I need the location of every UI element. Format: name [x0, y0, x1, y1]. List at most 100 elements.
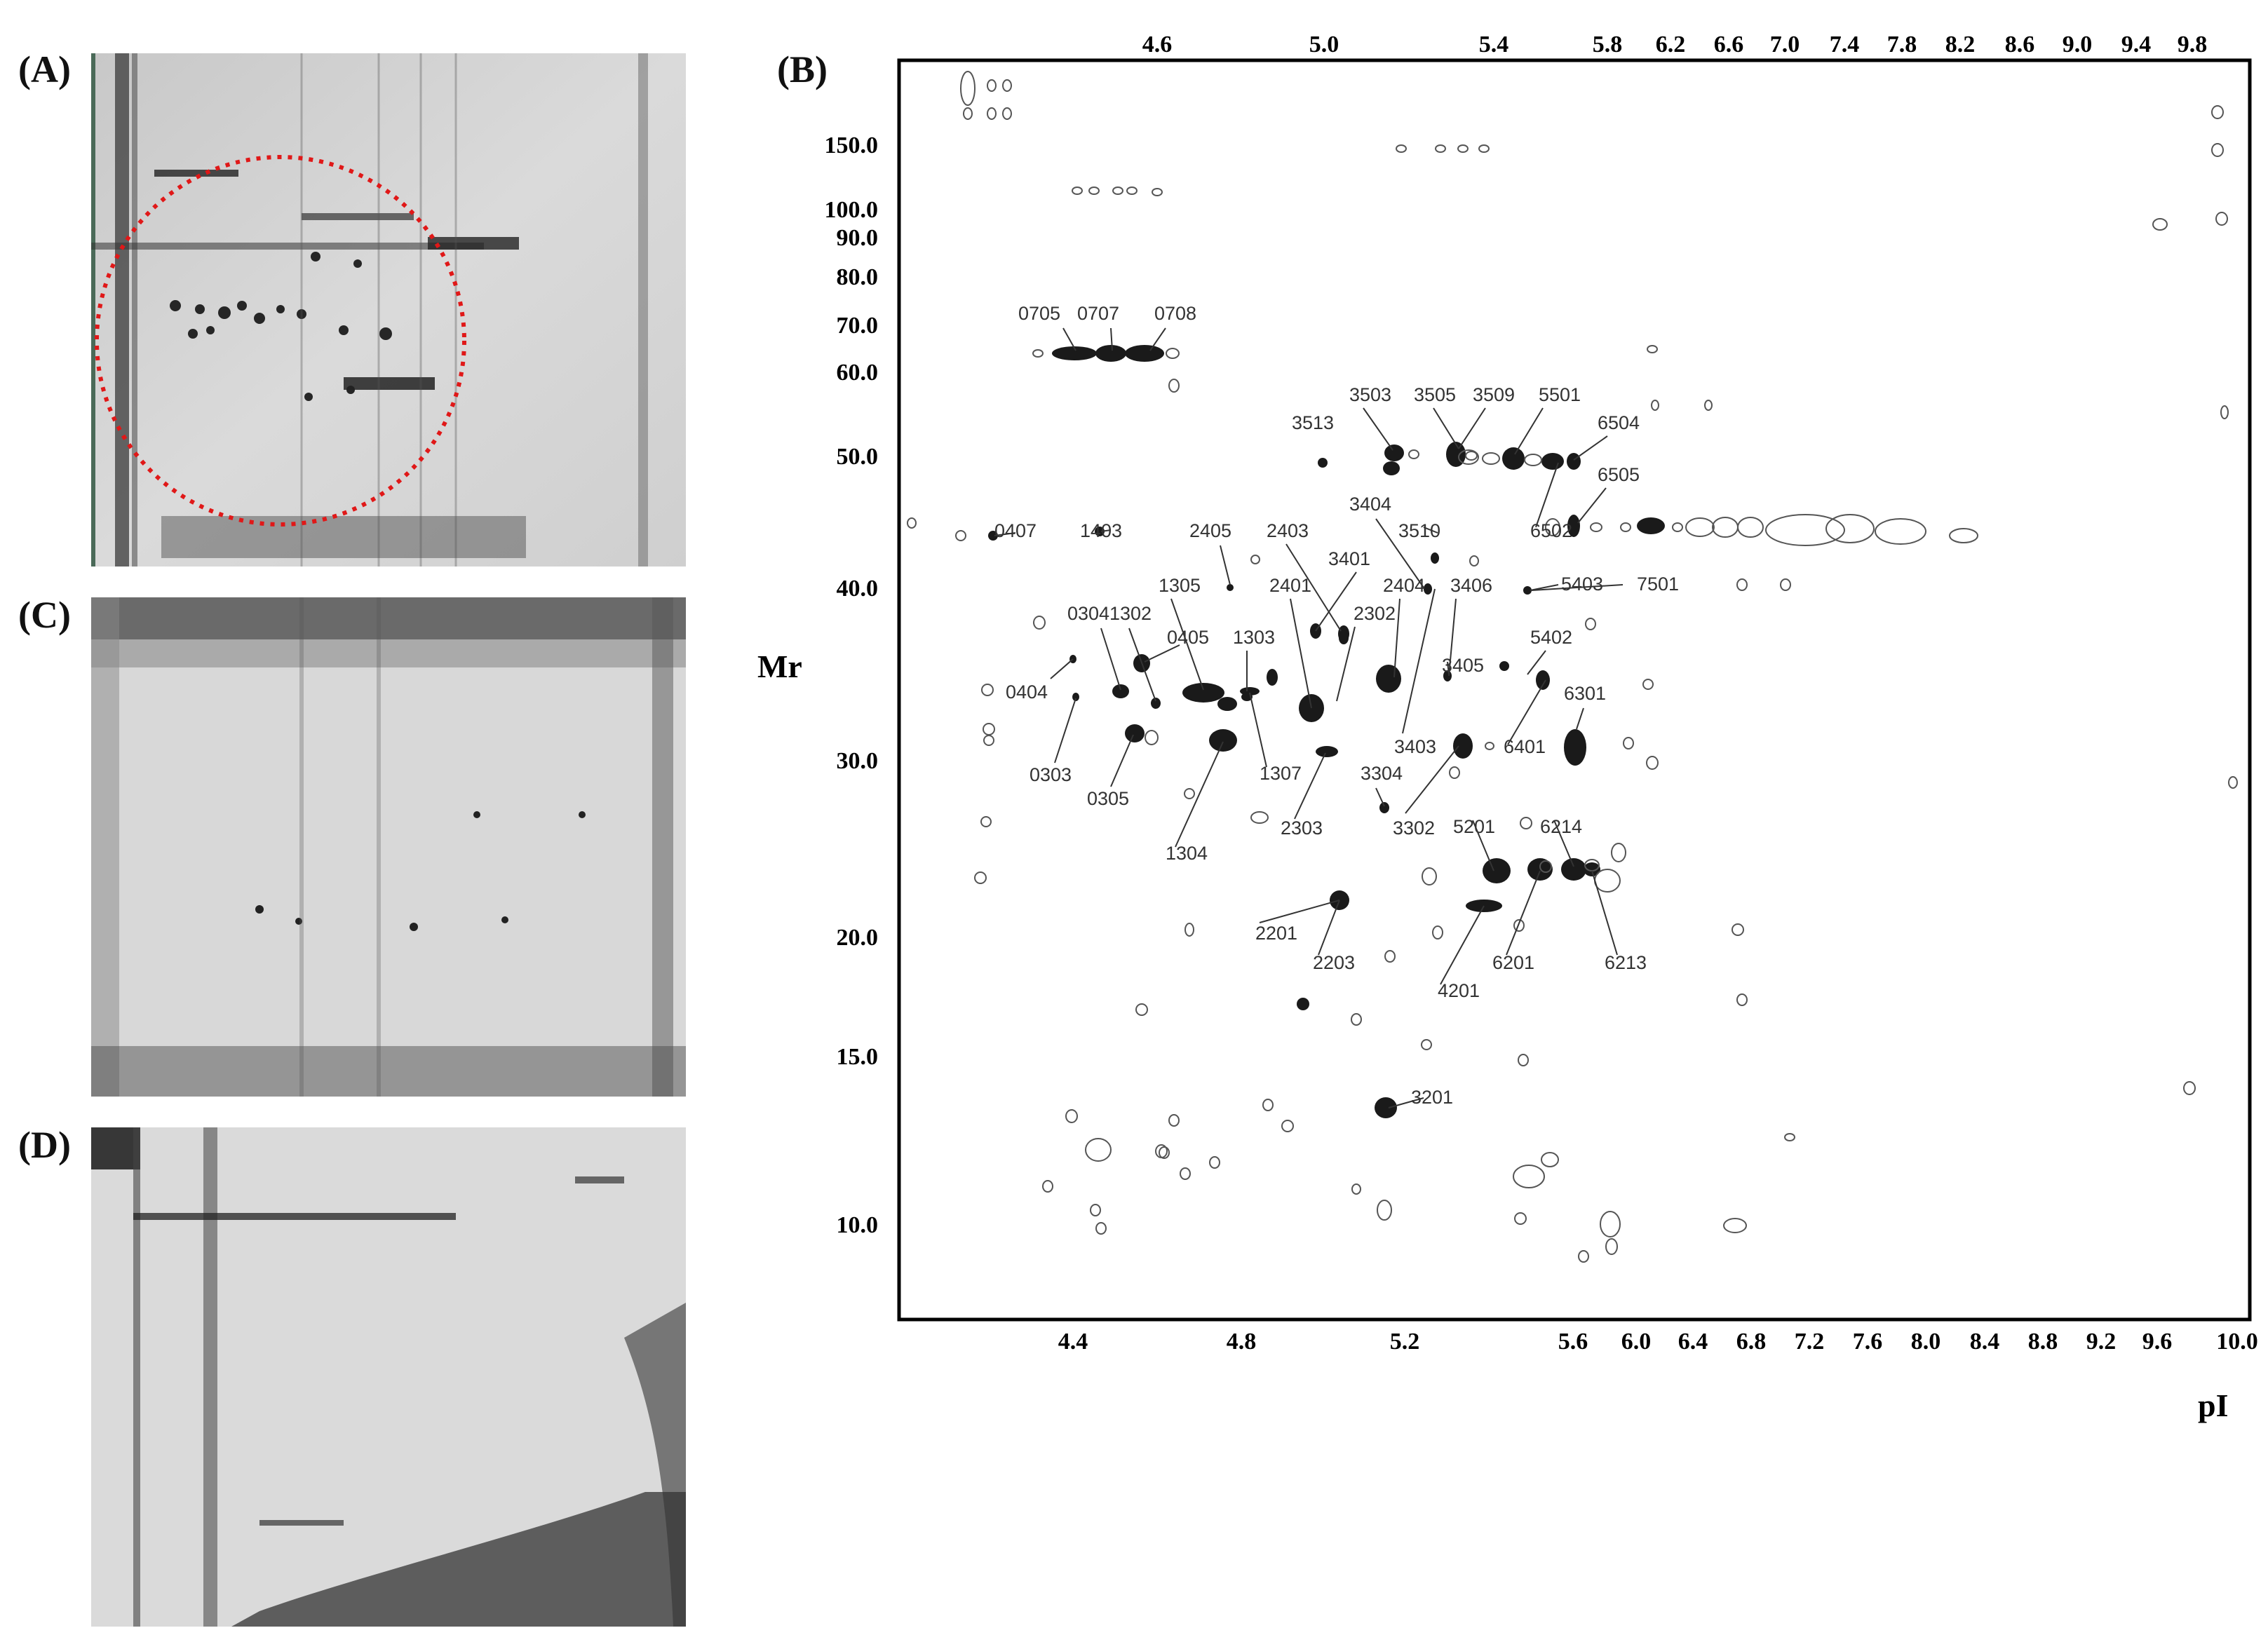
protein-spot-open	[987, 107, 997, 120]
protein-spot-filled	[1424, 583, 1432, 595]
spot-label: 6504	[1598, 412, 1640, 433]
spot-leader-line	[1175, 741, 1224, 848]
spot-label: 0404	[1006, 681, 1048, 703]
y-axis-tick-label: 60.0	[837, 360, 879, 386]
bottom-axis-tick-label: 5.2	[1390, 1329, 1420, 1355]
protein-spot-open	[1085, 1138, 1112, 1162]
protein-spot-open	[1002, 107, 1012, 120]
spot-label: 3503	[1349, 384, 1391, 405]
spot-label: 1307	[1260, 763, 1302, 784]
protein-spot-open	[1159, 1146, 1170, 1159]
protein-spot-open	[1646, 756, 1659, 770]
spot-leader-line	[1577, 487, 1607, 524]
protein-spot-filled	[1267, 669, 1278, 686]
protein-spot-open	[981, 684, 994, 696]
protein-spot-open	[1351, 1013, 1362, 1026]
protein-spot-open	[1514, 1212, 1527, 1225]
top-axis-tick-label: 9.8	[2178, 32, 2208, 57]
bottom-axis-tick-label: 8.4	[1970, 1329, 2000, 1355]
protein-spot-filled	[1561, 858, 1586, 881]
protein-spot-open	[1281, 1120, 1294, 1132]
spot-leader-line	[1514, 407, 1544, 455]
spot-leader-line	[1318, 900, 1340, 956]
protein-spot-filled	[1384, 445, 1404, 461]
panel-label-a: (A)	[18, 48, 71, 90]
spot-label: 2302	[1354, 603, 1396, 624]
bottom-axis-tick-label: 4.4	[1058, 1329, 1088, 1355]
bottom-axis-tick-label: 7.2	[1795, 1329, 1825, 1355]
protein-spot-filled	[1567, 453, 1581, 470]
spot-leader-line	[1530, 584, 1559, 591]
spot-label: 0305	[1087, 788, 1129, 809]
protein-spot-filled	[1052, 346, 1097, 360]
spot-leader-line	[1472, 820, 1494, 871]
protein-spot-open	[1184, 788, 1195, 799]
protein-spot-open	[1033, 616, 1046, 630]
top-axis-tick-label: 5.4	[1479, 32, 1509, 57]
spot-label: 3404	[1349, 494, 1391, 515]
protein-spot-open	[1042, 1180, 1053, 1193]
protein-spot-filled	[1541, 453, 1564, 470]
x-axis-title: pI	[2198, 1388, 2228, 1423]
spot-leader-line	[1149, 327, 1166, 351]
spot-leader-line	[1220, 545, 1231, 585]
spot-leader-line	[1447, 661, 1450, 675]
spot-label: 2201	[1255, 923, 1297, 944]
protein-spot-open	[1513, 1165, 1545, 1188]
protein-spot-filled	[1095, 527, 1105, 536]
protein-spot-open	[974, 871, 987, 884]
protein-spot-open	[980, 816, 992, 827]
spot-leader-line	[1553, 820, 1574, 867]
protein-spot-open	[1825, 514, 1875, 543]
bottom-axis-tick-label: 6.0	[1621, 1329, 1652, 1355]
bottom-axis-tick-label: 9.6	[2142, 1329, 2173, 1355]
spot-leader-line	[994, 532, 1016, 536]
spot-leader-line	[1573, 435, 1608, 461]
protein-spot-filled	[1227, 584, 1234, 591]
protein-spot-filled	[1499, 661, 1509, 671]
protein-spot-open	[1578, 1250, 1589, 1263]
protein-spot-open	[907, 517, 917, 529]
protein-spot-filled	[1125, 345, 1164, 362]
gel-image-a	[91, 53, 686, 567]
protein-spot-open	[1250, 811, 1269, 824]
protein-spot-open	[2220, 405, 2229, 419]
y-axis-tick-label: 50.0	[837, 444, 879, 470]
spot-label: 6301	[1564, 683, 1606, 704]
protein-spot-filled	[1217, 697, 1237, 711]
y-axis-tick-label: 20.0	[837, 925, 879, 951]
protein-spot-open	[1435, 144, 1446, 153]
spot-leader-line	[1110, 734, 1134, 787]
spot-label: 3302	[1393, 818, 1435, 839]
spot-label: 2405	[1189, 520, 1231, 541]
protein-spot-filled	[1095, 345, 1126, 362]
protein-spot-filled	[1383, 461, 1400, 475]
protein-spot-open	[1065, 1109, 1078, 1123]
protein-spot-filled	[1125, 724, 1145, 742]
map-frame	[897, 58, 2252, 1322]
top-axis-tick-label: 7.8	[1887, 32, 1917, 57]
protein-spot-open	[1422, 867, 1437, 886]
protein-spot-open	[1002, 79, 1012, 92]
spot-leader-line	[1050, 658, 1074, 679]
spot-leader-line	[1402, 588, 1436, 734]
protein-spot-filled	[1297, 998, 1309, 1010]
spot-leader-line	[1433, 407, 1459, 449]
protein-spot-open	[1723, 1218, 1747, 1233]
protein-spot-open	[1736, 578, 1748, 591]
protein-spot-filled	[1376, 665, 1401, 693]
protein-spot-open	[960, 71, 976, 106]
spot-label: 0708	[1154, 303, 1196, 324]
protein-spot-open	[1539, 860, 1552, 873]
protein-spot-filled	[1523, 586, 1532, 595]
protein-spot-open	[1736, 993, 1748, 1006]
spot-label: 3403	[1394, 736, 1436, 757]
protein-spot-open	[1465, 451, 1478, 461]
bottom-axis-tick-label: 6.4	[1678, 1329, 1708, 1355]
protein-spot-open	[2183, 1081, 2196, 1095]
protein-spot-open	[955, 530, 966, 541]
protein-spot-filled	[1564, 729, 1586, 766]
spot-label: 6201	[1492, 952, 1534, 973]
protein-spot-open	[1184, 923, 1194, 937]
spot-label: 2404	[1383, 575, 1425, 596]
